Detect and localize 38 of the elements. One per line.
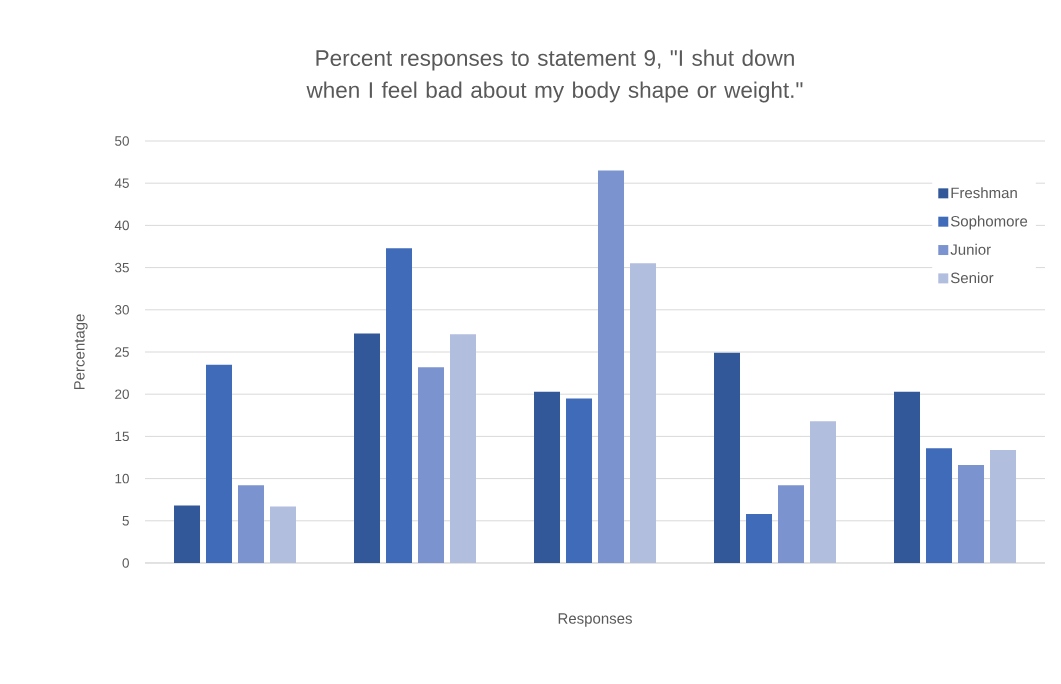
bar bbox=[926, 448, 953, 563]
bar bbox=[714, 352, 741, 563]
bar bbox=[206, 364, 233, 563]
y-tick-label: 45 bbox=[114, 178, 129, 188]
bar bbox=[418, 367, 445, 563]
bar bbox=[386, 248, 413, 563]
bar bbox=[174, 505, 201, 563]
chart-title: Percent responses to statement 9, "I shut down when I feel bad about my body shape or weight." bbox=[306, 49, 803, 103]
y-tick-label: 15 bbox=[115, 431, 129, 442]
y-tick-label: 10 bbox=[115, 473, 129, 484]
y-tick-label: 0 bbox=[122, 558, 129, 568]
bar bbox=[778, 485, 805, 563]
bar bbox=[598, 170, 625, 563]
bar bbox=[746, 514, 773, 563]
bar bbox=[354, 333, 381, 563]
legend-label: Senior bbox=[950, 272, 994, 284]
bar bbox=[450, 334, 477, 563]
y-tick-label: 50 bbox=[115, 136, 129, 146]
legend-label: Sophomore bbox=[950, 215, 1028, 230]
bar bbox=[238, 485, 265, 563]
y-tick-label: 20 bbox=[115, 389, 129, 399]
bar bbox=[894, 391, 921, 563]
x-axis-title: Responses bbox=[558, 613, 632, 627]
y-tick-label: 35 bbox=[114, 262, 129, 273]
bar bbox=[958, 465, 985, 563]
y-tick-label: 40 bbox=[114, 220, 129, 231]
bar bbox=[566, 398, 593, 563]
legend-label: Freshman bbox=[951, 187, 1017, 199]
bar bbox=[990, 449, 1017, 563]
y-axis-title: Percentage bbox=[74, 314, 88, 390]
bar bbox=[630, 263, 657, 563]
bar bbox=[810, 421, 837, 563]
legend-label: Junior bbox=[950, 243, 991, 255]
y-tick-label: 30 bbox=[114, 305, 129, 315]
y-tick-label: 5 bbox=[122, 516, 129, 526]
bar bbox=[270, 506, 297, 563]
y-tick-label: 25 bbox=[115, 347, 129, 357]
bar bbox=[534, 391, 561, 563]
